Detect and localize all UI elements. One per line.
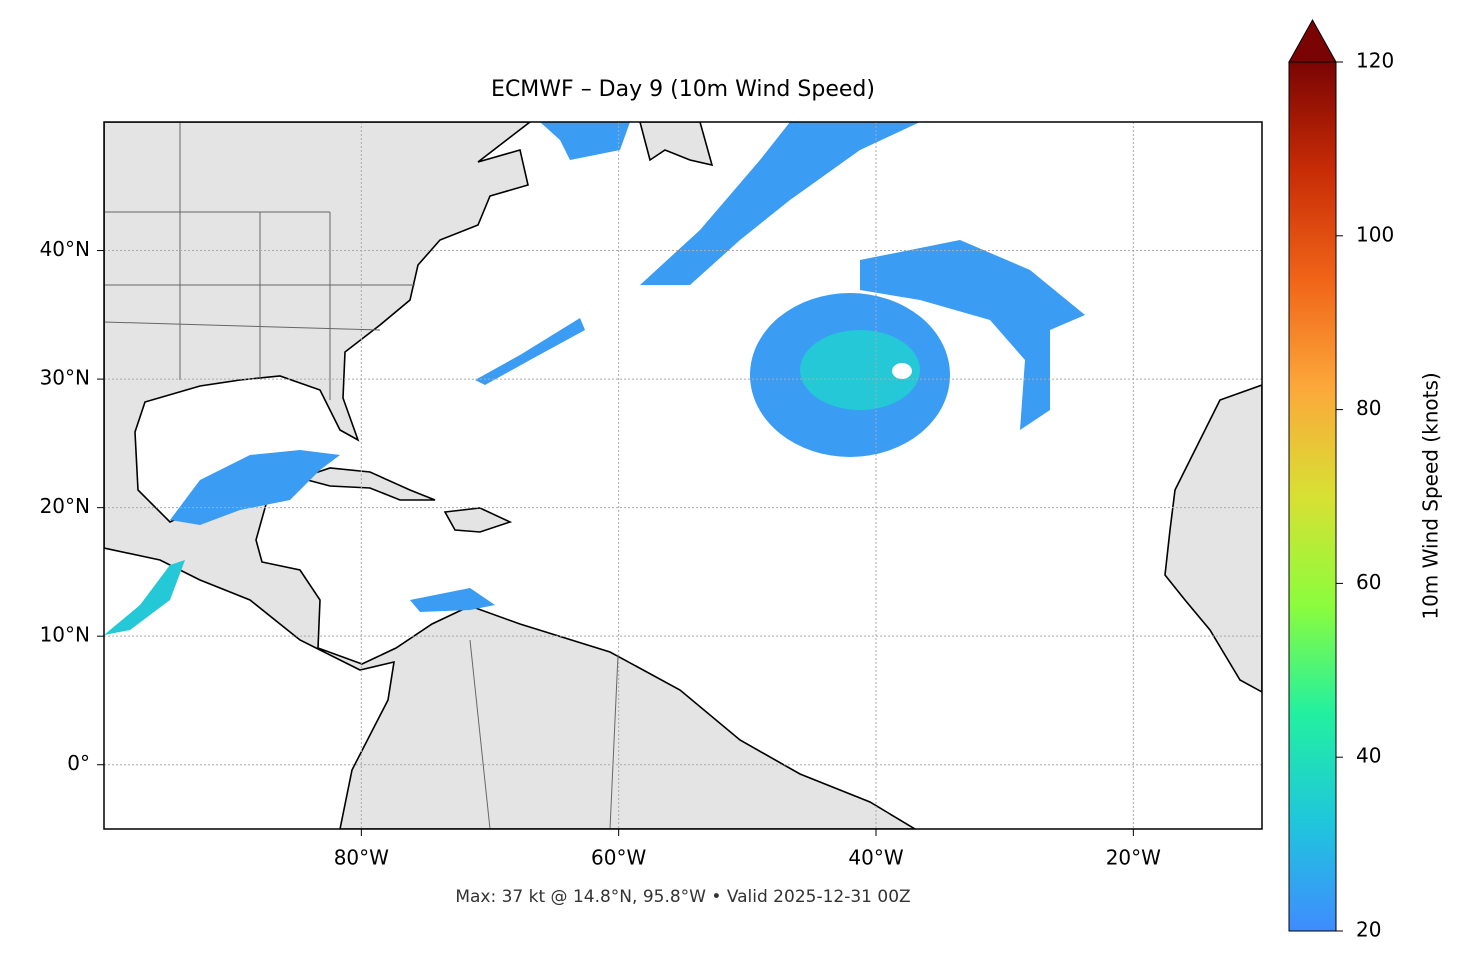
hispaniola <box>443 507 513 533</box>
colorbar-label: 10m Wind Speed (knots) <box>1419 372 1443 619</box>
americas <box>104 122 917 829</box>
map-area <box>104 122 1262 829</box>
grid <box>104 122 1262 829</box>
x-tick-label: 40°W <box>848 846 903 870</box>
y-tick-label: 10°N <box>40 623 90 647</box>
y-tick-label: 0° <box>67 751 90 775</box>
colorbar-tick-label: 60 <box>1356 570 1381 594</box>
x-tick-label: 80°W <box>334 846 389 870</box>
colorbar-extend <box>1288 18 1337 63</box>
colorbar-tick-label: 40 <box>1356 744 1381 768</box>
colorbar-tick-label: 100 <box>1356 222 1394 246</box>
x-tick-label: 20°W <box>1106 846 1161 870</box>
wind-field <box>104 122 1085 635</box>
map-frame <box>103 121 1263 830</box>
y-tick-label: 20°N <box>40 494 90 518</box>
x-tick-label: 60°W <box>591 846 646 870</box>
footnote: Max: 37 kt @ 14.8°N, 95.8°W • Valid 2025… <box>455 887 910 907</box>
y-tick-label: 40°N <box>40 237 90 261</box>
y-tick-label: 30°N <box>40 366 90 390</box>
cuba <box>297 467 436 501</box>
africa <box>1164 384 1262 693</box>
newfoundland <box>639 122 714 167</box>
colorbar-tick-label: 80 <box>1356 396 1381 420</box>
colorbar-tick-label: 20 <box>1356 918 1381 942</box>
colorbar <box>1288 61 1337 932</box>
chart-title: ECMWF – Day 9 (10m Wind Speed) <box>491 77 875 102</box>
colorbar-tick-label: 120 <box>1356 49 1394 73</box>
